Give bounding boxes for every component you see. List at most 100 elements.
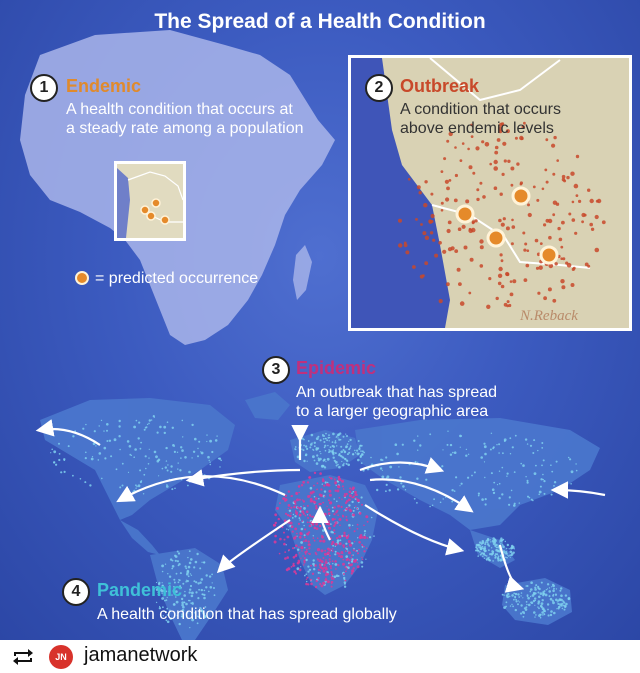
greenland [245, 392, 290, 420]
epidemic-case-dot [321, 567, 325, 570]
pandemic-case-dot [498, 452, 500, 454]
outbreak-case-dot [479, 264, 484, 268]
outbreak-case-dot [553, 135, 557, 140]
pandemic-case-dot [396, 488, 400, 491]
pandemic-case-dot [358, 447, 361, 451]
pandemic-case-dot [534, 588, 537, 591]
post-footer: JN jamanetwork [0, 640, 640, 673]
pandemic-case-dot [136, 485, 138, 488]
pandemic-case-dot [296, 455, 300, 459]
outbreak-case-dot [474, 219, 478, 223]
pandemic-case-dot [489, 553, 492, 556]
pandemic-case-dot [394, 443, 398, 447]
pandemic-case-dot [316, 454, 319, 457]
outbreak-case-dot [500, 222, 505, 227]
pandemic-case-dot [174, 487, 176, 490]
pandemic-case-dot [447, 430, 449, 432]
outbreak-case-dot [481, 140, 485, 144]
epidemic-case-dot [338, 497, 341, 499]
pandemic-case-dot [323, 441, 326, 443]
pandemic-case-dot [534, 604, 536, 606]
epidemic-case-dot [274, 534, 277, 538]
pandemic-case-dot [178, 611, 180, 613]
epidemic-case-dot [284, 551, 287, 553]
epidemic-case-dot [334, 542, 338, 546]
pandemic-case-dot [559, 603, 562, 606]
epidemic-case-dot [298, 546, 300, 548]
pandemic-case-dot [398, 466, 400, 468]
pandemic-case-dot [399, 476, 402, 479]
pandemic-case-dot [92, 442, 96, 446]
outbreak-case-dot [570, 283, 575, 287]
pandemic-case-dot [187, 484, 189, 487]
epidemic-case-dot [361, 503, 363, 506]
pandemic-case-dot [538, 595, 541, 599]
pandemic-case-dot [326, 457, 330, 461]
pandemic-case-dot [514, 596, 517, 599]
pandemic-case-dot [467, 453, 470, 455]
pandemic-case-dot [352, 524, 354, 527]
epidemic-case-dot [334, 489, 337, 492]
pandemic-case-dot [201, 593, 204, 596]
pandemic-case-dot [296, 535, 298, 537]
outbreak-case-dot [486, 304, 491, 309]
pandemic-case-dot [486, 557, 489, 560]
outbreak-case-dot [532, 185, 536, 189]
outbreak-case-dot [510, 166, 515, 171]
epidemic-case-dot [320, 488, 323, 491]
pandemic-case-dot [460, 482, 463, 485]
outbreak-case-dot [479, 245, 484, 250]
pandemic-case-dot [504, 540, 506, 543]
outbreak-case-dot [403, 241, 407, 245]
pandemic-case-dot [182, 582, 185, 585]
pandemic-case-dot [530, 498, 533, 501]
pandemic-case-dot [538, 493, 540, 496]
pandemic-case-dot [211, 573, 214, 576]
pandemic-case-dot [352, 509, 355, 512]
pandemic-case-dot [535, 614, 537, 616]
endemic-heading: Endemic [66, 76, 142, 96]
avatar[interactable]: JN [49, 645, 73, 669]
pandemic-case-dot [159, 425, 162, 429]
pandemic-case-dot [388, 489, 391, 492]
pandemic-case-dot [188, 470, 191, 474]
pandemic-case-dot [480, 456, 484, 459]
outbreak-case-dot [438, 299, 443, 304]
pandemic-case-dot [150, 419, 153, 421]
pandemic-case-dot [360, 462, 363, 464]
epidemic-case-dot [334, 481, 338, 485]
pandemic-case-dot [334, 545, 336, 547]
pandemic-case-dot [188, 550, 191, 552]
pandemic-case-dot [498, 497, 501, 500]
pandemic-case-dot [336, 435, 338, 438]
pandemic-case-dot [299, 510, 302, 513]
madagascar [293, 245, 312, 300]
pandemic-case-dot [363, 534, 366, 537]
pandemic-case-dot [485, 540, 488, 542]
epidemic-case-dot [318, 524, 322, 528]
pandemic-case-dot [198, 440, 201, 443]
pandemic-case-dot [191, 602, 194, 605]
pandemic-case-dot [203, 596, 206, 600]
pandemic-case-dot [342, 435, 345, 438]
pandemic-case-dot [506, 556, 508, 559]
epidemic-case-dot [342, 488, 345, 490]
outbreak-case-dot [539, 242, 543, 246]
pandemic-case-dot [299, 519, 301, 521]
pandemic-case-dot [349, 438, 352, 442]
pandemic-case-dot [559, 589, 562, 592]
pandemic-case-dot [484, 503, 487, 506]
epidemic-case-dot [296, 498, 299, 502]
username-link[interactable]: jamanetwork [84, 644, 198, 666]
epidemic-case-dot [289, 521, 293, 525]
pandemic-case-dot [191, 591, 194, 595]
epidemic-case-dot [302, 480, 305, 484]
pandemic-case-dot [328, 449, 330, 451]
outbreak-case-dot [547, 218, 553, 224]
pandemic-case-dot [103, 446, 107, 450]
outbreak-case-dot [544, 168, 548, 172]
pandemic-case-dot [550, 493, 553, 496]
pandemic-case-dot [208, 590, 210, 593]
repost-icon[interactable] [10, 648, 36, 671]
pandemic-case-dot [349, 447, 351, 449]
